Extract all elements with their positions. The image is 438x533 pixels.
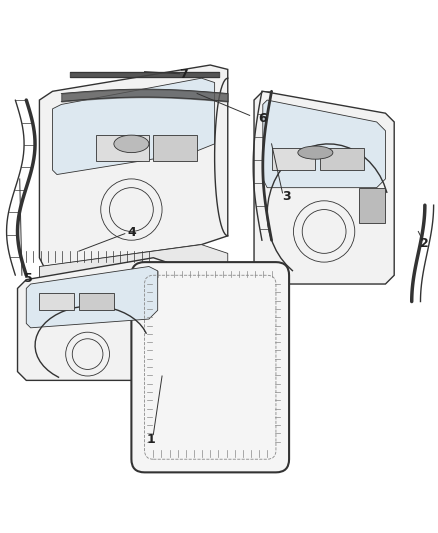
Polygon shape bbox=[18, 258, 166, 381]
Text: 7: 7 bbox=[180, 68, 188, 81]
Text: 5: 5 bbox=[24, 272, 33, 285]
Ellipse shape bbox=[298, 146, 333, 159]
Bar bbox=[79, 293, 114, 310]
Ellipse shape bbox=[114, 135, 149, 152]
Text: 1: 1 bbox=[147, 433, 155, 446]
Polygon shape bbox=[39, 65, 228, 266]
Polygon shape bbox=[26, 266, 158, 328]
Bar bbox=[39, 293, 74, 310]
Bar bbox=[359, 188, 385, 223]
Bar bbox=[272, 148, 315, 170]
Text: 3: 3 bbox=[283, 190, 291, 203]
Bar bbox=[96, 135, 149, 161]
Polygon shape bbox=[254, 91, 394, 284]
Text: 4: 4 bbox=[127, 226, 136, 239]
Text: 2: 2 bbox=[420, 237, 429, 250]
Polygon shape bbox=[39, 245, 228, 297]
Polygon shape bbox=[53, 78, 215, 174]
Text: 6: 6 bbox=[258, 112, 267, 125]
Bar bbox=[153, 135, 197, 161]
Polygon shape bbox=[44, 284, 228, 319]
Polygon shape bbox=[263, 100, 385, 188]
Bar bbox=[320, 148, 364, 170]
FancyBboxPatch shape bbox=[131, 262, 289, 472]
